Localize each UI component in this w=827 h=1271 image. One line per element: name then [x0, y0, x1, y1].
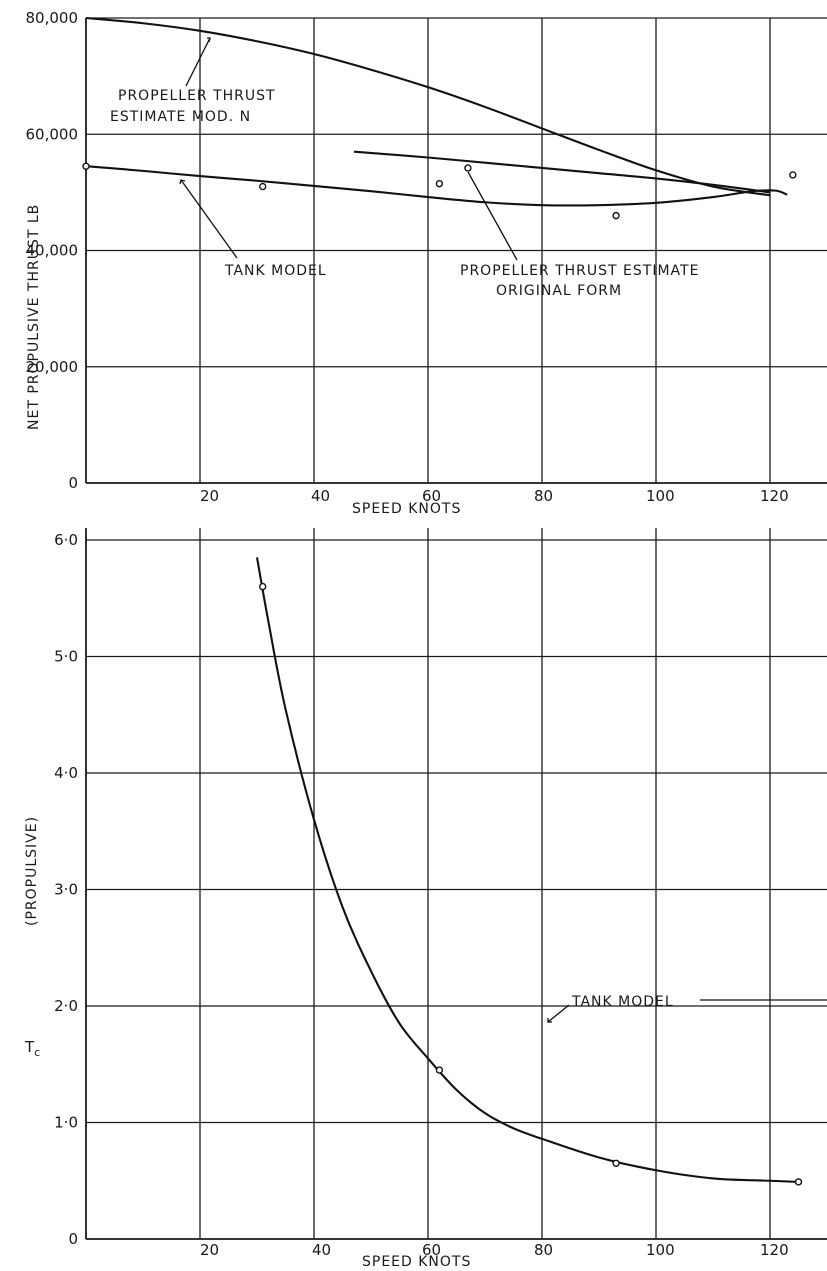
x-tick-label: 20 [200, 487, 219, 505]
y-tick-label: 2·0 [54, 997, 78, 1015]
data-point [435, 1066, 444, 1074]
data-point [435, 179, 444, 188]
data-point [259, 182, 267, 191]
y-tick-label: 60,000 [26, 125, 79, 143]
tc-x-axis-title: SPEED KNOTS [362, 1254, 471, 1270]
tc-chart-points [259, 582, 803, 1186]
tc-y-axis-symbol: Tc [24, 1038, 40, 1059]
data-point [612, 211, 620, 220]
tc-chart-series [255, 557, 799, 1183]
data-point [612, 1159, 620, 1167]
x-tick-label: 100 [646, 487, 675, 505]
series-line-1 [353, 150, 771, 194]
tc-chart: 20 40 60 80 100 120 0 1·0 2·0 3·0 4·0 5·0 6·0 TANK … [24, 528, 827, 1270]
tc-chart-axes [85, 528, 827, 1240]
tank-model-leader-line [180, 179, 238, 259]
thrust-chart-grid [86, 17, 827, 483]
y-tick-label: 6·0 [54, 531, 78, 549]
data-point [789, 171, 797, 179]
y-tick-label: 80,000 [26, 9, 79, 27]
x-tick-label: 80 [534, 487, 553, 505]
data-point [259, 582, 267, 591]
y-tick-label: 1·0 [54, 1114, 78, 1132]
y-tick-label: 3·0 [54, 881, 78, 899]
thrust-y-axis-title: NET PROPULSIVE THRUST LB [26, 204, 42, 430]
x-tick-label: 40 [312, 1241, 331, 1259]
tc-tank-model-leader-arrow [547, 1018, 552, 1023]
x-tick-label: 100 [646, 1241, 675, 1259]
tc-chart-y-ticks: 0 1·0 2·0 3·0 4·0 5·0 6·0 [54, 531, 78, 1248]
x-tick-label: 80 [534, 1241, 553, 1259]
mod-n-label-line2: ESTIMATE MOD. N [110, 109, 251, 125]
y-tick-label: 4·0 [54, 764, 78, 782]
y-tick-label: 0 [68, 1230, 78, 1248]
thrust-chart-x-ticks: 20 40 60 80 100 120 [200, 487, 789, 505]
x-tick-label: 40 [311, 487, 330, 505]
thrust-chart-axes [85, 18, 827, 484]
original-form-label-line2: ORIGINAL FORM [496, 283, 622, 299]
x-tick-label: 20 [200, 1241, 219, 1259]
x-tick-label: 60 [422, 1241, 441, 1259]
x-tick-label: 60 [422, 487, 441, 505]
mod-n-leader-line [185, 37, 211, 87]
thrust-x-axis-title: SPEED KNOTS [352, 501, 461, 517]
tc-chart-grid [86, 528, 827, 1239]
mod-n-leader-arrow [207, 37, 211, 43]
y-tick-label: 5·0 [54, 648, 78, 666]
tc-tank-model-leader-line [547, 1004, 570, 1023]
mod-n-label-line1: PROPELLER THRUST [118, 88, 276, 104]
y-tick-label: 20,000 [26, 358, 79, 376]
y-tick-label: 40,000 [26, 242, 79, 260]
original-form-leader-line [467, 171, 518, 261]
x-tick-label: 120 [760, 1241, 789, 1259]
tank-model-leader-arrow [179, 179, 186, 185]
tank-model-label: TANK MODEL [224, 263, 327, 279]
series-line-0 [255, 557, 799, 1183]
tc-tank-model-label: TANK MODEL [571, 994, 674, 1010]
data-point [82, 162, 90, 170]
tc-y-axis-title: (PROPULSIVE) [24, 816, 40, 926]
y-tick-label: 0 [68, 474, 78, 492]
series-line-0 [85, 16, 771, 197]
data-point [464, 164, 472, 172]
x-tick-label: 120 [760, 487, 789, 505]
original-form-label-line1: PROPELLER THRUST ESTIMATE [460, 263, 699, 279]
thrust-chart: 20 40 60 80 100 120 0 20,000 40,000 60,000 80,000… [26, 9, 827, 517]
tc-chart-x-ticks: 20 40 60 80 100 120 [200, 1241, 789, 1259]
thrust-chart-points [82, 162, 797, 220]
thrust-chart-y-ticks: 0 20,000 40,000 60,000 80,000 [26, 9, 79, 492]
data-point [794, 1178, 803, 1186]
